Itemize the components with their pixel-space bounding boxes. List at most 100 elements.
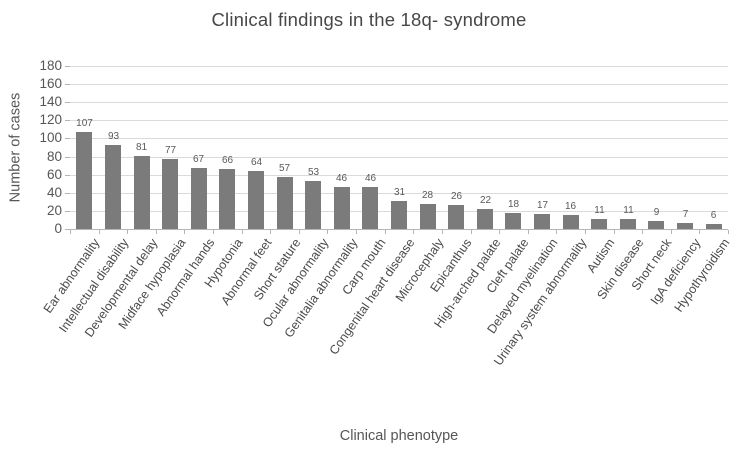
y-tick-mark bbox=[65, 193, 70, 194]
bar bbox=[706, 224, 722, 229]
bar-value-label: 67 bbox=[192, 154, 205, 165]
y-tick-label: 120 bbox=[39, 112, 62, 127]
bar bbox=[105, 145, 121, 229]
x-tick-mark bbox=[270, 230, 271, 234]
x-tick-mark bbox=[699, 230, 700, 234]
y-tick-label: 140 bbox=[39, 94, 62, 109]
bar-value-label: 31 bbox=[393, 187, 406, 198]
chart-title: Clinical findings in the 18q- syndrome bbox=[211, 9, 527, 30]
bar bbox=[648, 221, 664, 229]
bar bbox=[505, 213, 521, 229]
y-tick-mark bbox=[65, 211, 70, 212]
x-tick-mark bbox=[556, 230, 557, 234]
x-tick-mark bbox=[184, 230, 185, 234]
x-tick-mark bbox=[242, 230, 243, 234]
x-tick-mark bbox=[127, 230, 128, 234]
y-tick-mark bbox=[65, 175, 70, 176]
x-tick-mark bbox=[614, 230, 615, 234]
bar-value-label: 64 bbox=[250, 157, 263, 168]
bar bbox=[362, 187, 378, 229]
gridline bbox=[70, 102, 728, 103]
bar bbox=[391, 201, 407, 229]
bar bbox=[162, 159, 178, 229]
bar-value-label: 46 bbox=[335, 173, 348, 184]
bar-value-label: 53 bbox=[307, 167, 320, 178]
bar-value-label: 17 bbox=[536, 200, 549, 211]
x-tick-mark bbox=[213, 230, 214, 234]
x-tick-mark bbox=[442, 230, 443, 234]
x-tick-mark bbox=[99, 230, 100, 234]
bar bbox=[248, 171, 264, 229]
bar-value-label: 26 bbox=[450, 191, 463, 202]
bar bbox=[534, 214, 550, 229]
y-tick-mark bbox=[65, 120, 70, 121]
x-axis-title: Clinical phenotype bbox=[339, 428, 459, 444]
bar bbox=[420, 204, 436, 229]
gridline bbox=[70, 175, 728, 176]
x-tick-mark bbox=[471, 230, 472, 234]
bar bbox=[334, 187, 350, 229]
bar-value-label: 93 bbox=[107, 131, 120, 142]
gridline bbox=[70, 193, 728, 194]
bar-value-label: 28 bbox=[421, 190, 434, 201]
x-tick-mark bbox=[585, 230, 586, 234]
bar-value-label: 16 bbox=[564, 201, 577, 212]
bar-value-label: 9 bbox=[653, 207, 660, 218]
bar-value-label: 18 bbox=[507, 199, 520, 210]
bar bbox=[191, 168, 207, 229]
gridline bbox=[70, 138, 728, 139]
y-tick-label: 160 bbox=[39, 76, 62, 91]
x-tick-mark bbox=[671, 230, 672, 234]
y-tick-label: 0 bbox=[54, 221, 62, 236]
bar-value-label: 11 bbox=[623, 205, 634, 216]
bar bbox=[620, 219, 636, 229]
y-tick-label: 180 bbox=[39, 58, 62, 73]
x-tick-mark bbox=[70, 230, 71, 234]
x-tick-mark bbox=[299, 230, 300, 234]
y-tick-label: 100 bbox=[39, 130, 62, 145]
y-tick-mark bbox=[65, 229, 70, 230]
bar-value-label: 81 bbox=[135, 142, 148, 153]
bar bbox=[591, 219, 607, 229]
x-tick-mark bbox=[385, 230, 386, 234]
y-tick-label: 80 bbox=[46, 149, 62, 164]
bar bbox=[677, 223, 693, 229]
bar-value-label: 22 bbox=[479, 195, 492, 206]
y-tick-mark bbox=[65, 66, 70, 67]
bar bbox=[277, 177, 293, 229]
bar bbox=[134, 156, 150, 229]
x-tick-mark bbox=[327, 230, 328, 234]
x-tick-mark bbox=[356, 230, 357, 234]
bar-value-label: 11 bbox=[594, 205, 605, 216]
x-axis-line bbox=[70, 229, 728, 230]
bar bbox=[219, 169, 235, 229]
x-tick-mark bbox=[413, 230, 414, 234]
bar-value-label: 6 bbox=[710, 210, 717, 221]
gridline bbox=[70, 120, 728, 121]
bar-value-label: 46 bbox=[364, 173, 377, 184]
y-tick-label: 20 bbox=[46, 203, 62, 218]
gridline bbox=[70, 84, 728, 85]
bar bbox=[563, 215, 579, 229]
x-tick-mark bbox=[642, 230, 643, 234]
bar bbox=[477, 209, 493, 229]
gridline bbox=[70, 157, 728, 158]
bar-value-label: 7 bbox=[682, 209, 689, 220]
x-tick-mark bbox=[499, 230, 500, 234]
y-tick-mark bbox=[65, 138, 70, 139]
y-tick-label: 40 bbox=[46, 185, 62, 200]
x-tick-mark bbox=[156, 230, 157, 234]
bar bbox=[76, 132, 92, 229]
bar-value-label: 57 bbox=[278, 163, 291, 174]
bar bbox=[448, 205, 464, 229]
x-tick-mark bbox=[728, 230, 729, 234]
y-tick-mark bbox=[65, 157, 70, 158]
x-tick-mark bbox=[528, 230, 529, 234]
bar-value-label: 66 bbox=[221, 155, 234, 166]
y-tick-label: 60 bbox=[46, 167, 62, 182]
bar-value-label: 107 bbox=[76, 118, 93, 129]
y-tick-mark bbox=[65, 84, 70, 85]
y-tick-mark bbox=[65, 102, 70, 103]
